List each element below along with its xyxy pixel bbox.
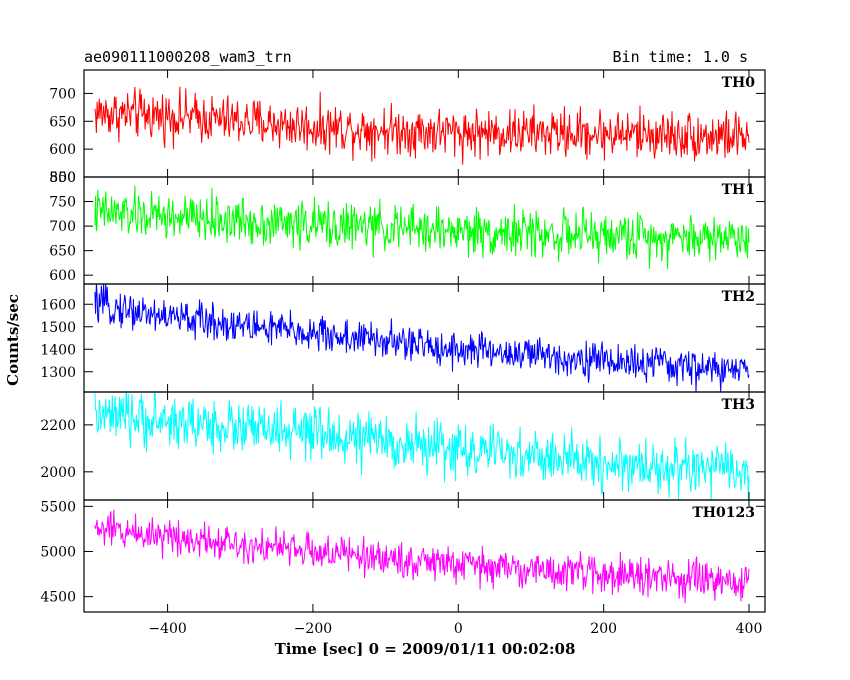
y-tick-label: 5500	[40, 499, 76, 515]
x-tick-label: −200	[294, 621, 332, 637]
panel-label-th2: TH2	[722, 289, 755, 305]
x-axis: −400 −200 0 200 400	[148, 621, 762, 637]
panel-frame	[83, 499, 766, 613]
y-tick-label: 750	[49, 195, 76, 211]
panel-label-th1: TH1	[722, 182, 755, 198]
bin-time-label: Bin time: 1.0 s	[613, 48, 748, 66]
series-line-th1	[94, 185, 750, 270]
panels: 550 600 650 700 TH0 600 650 700 750 800 TH1 1300 140…	[40, 69, 766, 613]
x-axis-label: Time [sec] 0 = 2009/01/11 00:02:08	[275, 640, 576, 658]
y-tick-label: 1400	[40, 342, 76, 358]
y-tick-label: 650	[49, 114, 76, 130]
y-tick-label: 1600	[40, 297, 76, 313]
x-tick-label: −400	[148, 621, 186, 637]
series-line-th0123	[94, 509, 750, 604]
figure-title: ae090111000208_wam3_trn	[84, 48, 292, 66]
y-tick-label: 1300	[40, 365, 76, 381]
y-tick-label: 1500	[40, 320, 76, 336]
y-axis-label: Counts/sec	[4, 294, 22, 386]
x-tick-label: 200	[590, 621, 617, 637]
y-tick-label: 600	[49, 268, 76, 284]
y-tick-label: 550	[49, 170, 76, 186]
series-line-th2	[94, 284, 750, 392]
panel-th2: 1300 1400 1500 1600 TH2	[40, 283, 766, 393]
panel-frame	[83, 176, 766, 285]
x-tick-label: 0	[454, 621, 463, 637]
panel-label-th0123: TH0123	[692, 505, 755, 521]
y-tick-label: 2000	[40, 465, 76, 481]
panel-th1: 600 650 700 750 800 TH1	[49, 170, 766, 285]
panel-label-th3: TH3	[722, 397, 755, 413]
y-tick-label: 700	[49, 86, 76, 102]
panel-label-th0: TH0	[722, 75, 756, 91]
panel-th3: 2000 2200 TH3	[40, 391, 766, 501]
y-tick-label: 600	[49, 142, 76, 158]
panel-th0123: 4500 5000 5500 TH0123	[40, 499, 766, 613]
x-tick-label: 400	[736, 621, 763, 637]
y-tick-label: 2200	[40, 418, 76, 434]
y-tick-label: 700	[49, 219, 76, 235]
panel-th0: 550 600 650 700 TH0	[49, 69, 766, 186]
panel-frame	[83, 283, 766, 393]
series-line-th0	[94, 86, 750, 165]
y-tick-label: 5000	[40, 544, 76, 560]
y-tick-label: 650	[49, 244, 76, 260]
series-line-th3	[94, 392, 750, 500]
y-tick-label: 4500	[40, 590, 76, 606]
y-tick-label: 800	[49, 170, 76, 186]
